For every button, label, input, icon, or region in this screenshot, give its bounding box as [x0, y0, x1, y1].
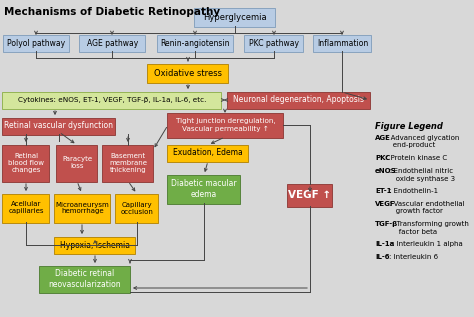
FancyBboxPatch shape	[245, 35, 303, 51]
Text: Inflammation: Inflammation	[317, 38, 368, 48]
Text: Hyperglycemia: Hyperglycemia	[203, 12, 267, 22]
Text: Retinal vascular dysfunction: Retinal vascular dysfunction	[4, 121, 113, 131]
FancyBboxPatch shape	[55, 236, 136, 254]
Text: : Advanced glycation
   end-product: : Advanced glycation end-product	[386, 135, 459, 148]
Text: Retinal
blood flow
changes: Retinal blood flow changes	[8, 153, 44, 173]
FancyBboxPatch shape	[2, 193, 49, 223]
Text: Oxidative stress: Oxidative stress	[154, 68, 222, 77]
Text: VEGF: VEGF	[375, 201, 396, 207]
FancyBboxPatch shape	[167, 174, 240, 204]
FancyBboxPatch shape	[56, 145, 98, 182]
Text: Figure Legend: Figure Legend	[375, 122, 443, 131]
Text: Renin-angiotensin: Renin-angiotensin	[161, 38, 230, 48]
Text: Paracyte
loss: Paracyte loss	[62, 157, 92, 170]
Text: eNOS: eNOS	[375, 168, 397, 174]
FancyBboxPatch shape	[167, 145, 248, 161]
FancyBboxPatch shape	[39, 266, 130, 293]
FancyBboxPatch shape	[3, 35, 70, 51]
Text: IL-1a: IL-1a	[375, 241, 394, 247]
Text: : Endothelial nitric
   oxide synthase 3: : Endothelial nitric oxide synthase 3	[389, 168, 455, 182]
FancyBboxPatch shape	[102, 145, 154, 182]
Text: PKC: PKC	[375, 155, 390, 161]
Text: Acellular
capillaries: Acellular capillaries	[8, 202, 44, 215]
Text: Diabetic macular
edema: Diabetic macular edema	[171, 179, 237, 199]
Text: PKC pathway: PKC pathway	[249, 38, 299, 48]
Text: Diabetic retinal
neovascularization: Diabetic retinal neovascularization	[49, 269, 121, 289]
FancyBboxPatch shape	[147, 63, 228, 82]
Text: Capillary
occlusion: Capillary occlusion	[120, 202, 154, 215]
Text: : Interleukin 1 alpha: : Interleukin 1 alpha	[392, 241, 463, 247]
Text: TGF-β: TGF-β	[375, 221, 398, 227]
Text: Exudation, Edema: Exudation, Edema	[173, 148, 243, 158]
Text: Cytokines: eNOS, ET-1, VEGF, TGF-β, IL-1a, IL-6, etc.: Cytokines: eNOS, ET-1, VEGF, TGF-β, IL-1…	[18, 97, 206, 103]
Text: Tight junction deregulation,
Vascular permeability ↑: Tight junction deregulation, Vascular pe…	[176, 119, 275, 132]
Text: Mechanisms of Diabetic Retinopathy: Mechanisms of Diabetic Retinopathy	[4, 7, 220, 17]
Text: Polyol pathway: Polyol pathway	[8, 38, 65, 48]
Text: AGE: AGE	[375, 135, 391, 141]
FancyBboxPatch shape	[194, 8, 275, 27]
FancyBboxPatch shape	[55, 193, 110, 223]
Text: : Vascular endothelial
   growth factor: : Vascular endothelial growth factor	[389, 201, 465, 215]
FancyBboxPatch shape	[288, 184, 332, 206]
FancyBboxPatch shape	[116, 193, 158, 223]
FancyBboxPatch shape	[2, 118, 116, 134]
FancyBboxPatch shape	[313, 35, 372, 51]
FancyBboxPatch shape	[157, 35, 234, 51]
Text: VEGF ↑: VEGF ↑	[289, 190, 331, 200]
Text: Hypoxia, Ischemia: Hypoxia, Ischemia	[60, 241, 130, 249]
Text: ET-1: ET-1	[375, 188, 392, 194]
FancyBboxPatch shape	[2, 92, 221, 108]
Text: Microaneurysm
hemorrhage: Microaneurysm hemorrhage	[55, 202, 109, 215]
Text: IL-6: IL-6	[375, 254, 390, 260]
Text: : Interleukin 6: : Interleukin 6	[389, 254, 438, 260]
Text: : Endothelin-1: : Endothelin-1	[389, 188, 438, 194]
FancyBboxPatch shape	[2, 145, 49, 182]
Text: AGE pathway: AGE pathway	[87, 38, 138, 48]
Text: : Transforming growth
   factor beta: : Transforming growth factor beta	[392, 221, 469, 235]
FancyBboxPatch shape	[80, 35, 146, 51]
Text: Neuronal degeneration, Apoptosis: Neuronal degeneration, Apoptosis	[234, 95, 365, 105]
Text: : Protein kinase C: : Protein kinase C	[386, 155, 447, 161]
Text: Basement
membrane
thickening: Basement membrane thickening	[109, 153, 147, 173]
FancyBboxPatch shape	[167, 113, 283, 138]
FancyBboxPatch shape	[228, 92, 371, 108]
